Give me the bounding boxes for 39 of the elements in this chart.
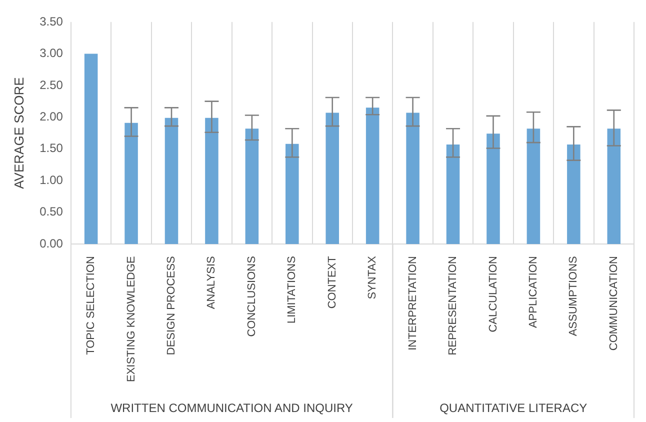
y-tick-label: 0.00 — [40, 236, 64, 250]
bar — [84, 54, 98, 244]
x-tick-label: TOPIC SELECTION — [85, 256, 98, 355]
bar — [607, 128, 621, 244]
bar — [245, 128, 259, 244]
y-tick-label: 0.50 — [40, 204, 64, 219]
x-tick-label: ANALYSIS — [206, 256, 218, 310]
y-tick-label: 1.00 — [40, 172, 64, 187]
y-tick-label: 3.50 — [40, 14, 64, 28]
x-tick-label: EXISTING KNOWLEDGE — [125, 256, 138, 382]
text: QUANTITATIVE LITERACY — [440, 401, 588, 415]
bar — [124, 122, 138, 244]
x-tick-label: DESIGN PROCESS — [166, 256, 178, 356]
x-tick-label: APPLICATION — [527, 256, 540, 328]
y-tick-label: 3.00 — [40, 46, 64, 60]
y-tick-label: 2.00 — [40, 109, 64, 124]
x-tick-label: SYNTAX — [366, 255, 379, 300]
x-tick-label: INTERPRETATION — [406, 256, 419, 350]
x-tick-label: CONCLUSIONS — [246, 256, 258, 337]
y-tick-label: 1.50 — [40, 141, 64, 156]
bar — [286, 144, 299, 244]
bar — [326, 112, 340, 244]
x-tick-label: LIMITATIONS — [286, 256, 298, 324]
x-tick-label: CONTEXT — [326, 256, 338, 309]
bar — [164, 118, 178, 244]
x-tick-label: COMMUNICATION — [608, 256, 620, 351]
x-tick-label: REPRESENTATION — [447, 256, 460, 356]
bar — [526, 128, 540, 244]
x-tick-label: ASSUMPTIONS — [568, 256, 580, 336]
text: WRITTEN COMMUNICATION AND INQUIRY — [110, 401, 353, 415]
bar — [366, 108, 380, 244]
bar — [567, 144, 580, 244]
bar — [486, 134, 500, 244]
bar — [205, 118, 218, 244]
bar — [406, 112, 420, 244]
bar — [446, 144, 460, 244]
y-tick-label: 2.50 — [40, 78, 64, 92]
y-axis-title: AVERAGE SCORE — [11, 76, 26, 189]
x-tick-label: CALCULATION — [487, 256, 500, 332]
